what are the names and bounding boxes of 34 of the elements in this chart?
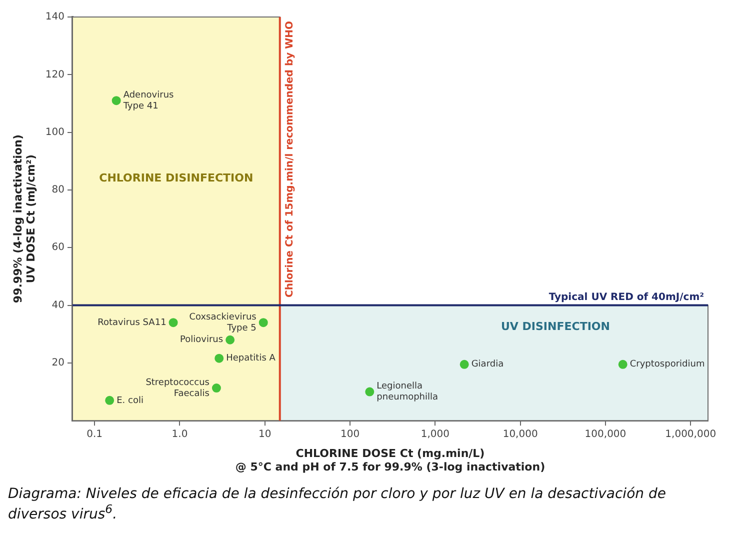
x-tick-label: 100,000	[584, 429, 626, 440]
series-label: Coxsackievirus Type 5	[189, 312, 257, 334]
x-tick-label: 1,000	[420, 429, 450, 440]
series-label: Cryptosporidium	[630, 360, 705, 370]
series-label: Adenovirus Type 41	[122, 90, 174, 112]
x-axis-title: CHLORINE DOSE Ct (mg.min/L)	[296, 447, 485, 460]
x-tick-label: 0.1	[86, 429, 103, 440]
series-label: Rotavirus SA11	[98, 318, 166, 328]
y-tick-label: 40	[52, 300, 64, 311]
y-tick-label: 120	[45, 69, 64, 80]
text: Diagrama: Niveles de eficacia de la desinfección por cloro y por luz UV en la desactivación de diversos virus$^{6}$.	[8, 486, 667, 523]
ref-line-label: Chlorine Ct of 15mg.min/l recommended by WHO	[284, 21, 296, 298]
series-label: Poliovirus	[180, 335, 224, 346]
x-tick-label: 1.0	[172, 429, 188, 440]
y-tick-label: 100	[45, 126, 64, 138]
series-label: Giardia	[471, 360, 504, 370]
band-label: CHLORINE DISINFECTION	[99, 171, 254, 184]
x-tick-label: 100	[340, 429, 360, 440]
y-tick-label: 60	[52, 242, 64, 254]
text: 99.99% (4-log inactivation)	[11, 134, 24, 304]
y-tick-label: 140	[45, 12, 64, 23]
series-label: Legionella pneumophilla	[376, 382, 438, 403]
series-label: Hepatitis A	[226, 354, 276, 364]
ref-line-label: Typical UV RED of 40mJ/cm²	[548, 292, 704, 303]
series-label: Streptococcus Faecalis	[146, 378, 210, 399]
series-label: E. coli	[116, 396, 144, 406]
band-label: UV DISINFECTION	[500, 320, 610, 334]
x-tick-label: 10,000	[502, 429, 538, 440]
y-tick-label: 80	[52, 184, 64, 196]
text: @ 5°C and pH of 7.5 for 99.9% (3-log inactivation)	[235, 460, 546, 474]
x-tick-label: 1,000,000	[665, 429, 716, 440]
y-axis-title: UV DOSE Ct (mJ/cm²)	[24, 154, 38, 284]
x-tick-label: 10	[258, 429, 272, 440]
y-tick-label: 20	[52, 358, 64, 369]
